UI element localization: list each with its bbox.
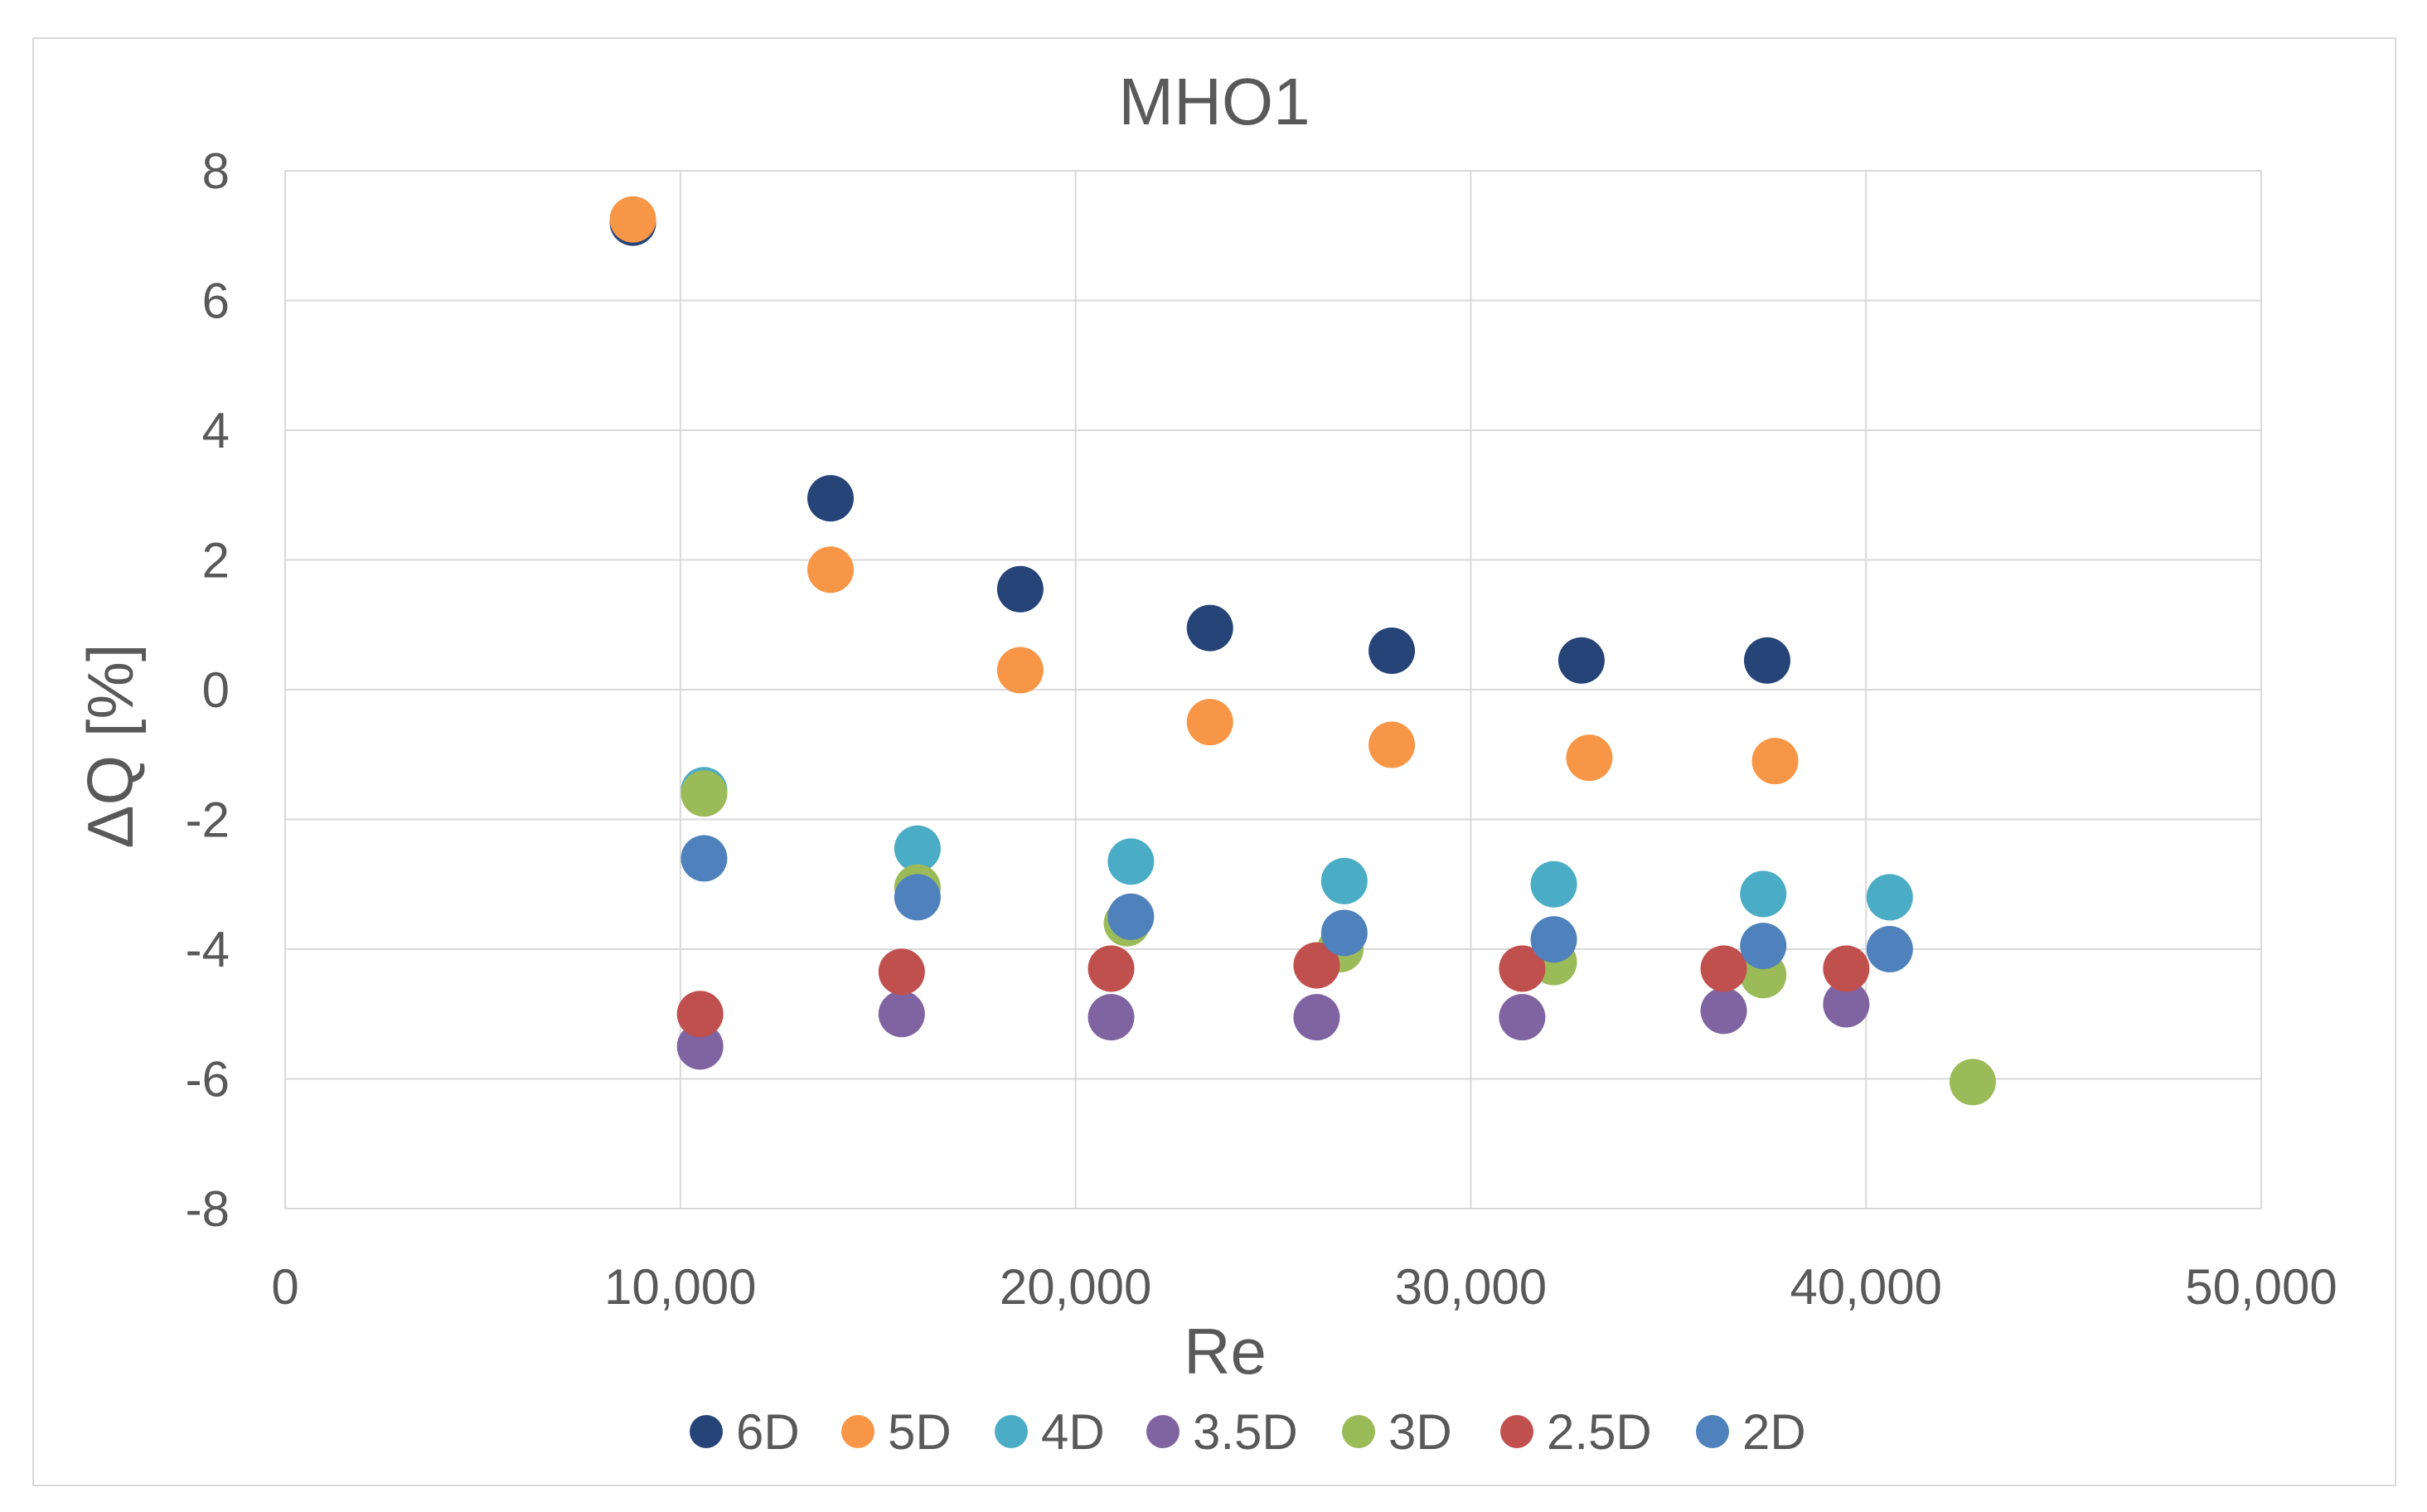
data-point <box>1320 909 1368 957</box>
data-point <box>609 196 656 243</box>
data-point <box>894 874 941 921</box>
data-point <box>681 835 728 882</box>
y-tick-label: -4 <box>186 922 230 977</box>
data-point <box>1949 1059 1996 1106</box>
x-axis-ticks: 0 10,000 20,000 30,000 40,000 50,000 <box>271 1259 2337 1315</box>
data-point <box>1744 637 1790 684</box>
data-point <box>1823 981 1870 1028</box>
legend-label: 3D <box>1388 1404 1452 1460</box>
data-point <box>1700 945 1747 992</box>
x-tick-label: 0 <box>271 1259 298 1315</box>
x-tick-label: 10,000 <box>604 1259 757 1315</box>
y-tick-label: 0 <box>202 662 230 718</box>
data-point <box>1186 699 1233 746</box>
legend-label: 4D <box>1041 1404 1105 1460</box>
legend-marker <box>841 1415 874 1448</box>
data-point <box>1740 923 1787 970</box>
data-points <box>609 196 1996 1106</box>
data-point <box>1557 637 1605 684</box>
data-point <box>894 825 941 872</box>
data-point <box>1700 987 1747 1035</box>
series-2D <box>681 835 1913 972</box>
y-tick-label: -6 <box>186 1052 230 1107</box>
data-point <box>878 948 925 996</box>
legend-label: 2D <box>1742 1404 1806 1460</box>
data-point <box>1293 994 1340 1041</box>
data-point <box>676 991 724 1038</box>
data-point <box>1320 857 1368 904</box>
y-tick-label: 2 <box>202 533 230 589</box>
data-point <box>1369 628 1416 675</box>
y-tick-label: 8 <box>202 143 230 199</box>
data-point <box>1369 721 1416 768</box>
y-tick-label: -8 <box>186 1181 230 1237</box>
y-tick-label: 4 <box>202 403 230 458</box>
series-6D <box>609 199 1790 684</box>
data-point <box>1499 945 1546 992</box>
data-point <box>676 1023 724 1070</box>
legend-item: 4D <box>995 1404 1105 1460</box>
data-point <box>1088 994 1135 1041</box>
legend-marker <box>1146 1415 1180 1448</box>
series-4D <box>681 767 1913 921</box>
chart-title: MHO1 <box>1118 65 1310 138</box>
data-point <box>1186 604 1233 652</box>
data-point <box>807 546 854 594</box>
legend-item: 6D <box>690 1404 800 1460</box>
y-axis-ticks: -8 -6 -4 -2 0 2 4 6 8 <box>186 143 230 1237</box>
legend-marker <box>1500 1415 1533 1448</box>
data-point <box>1866 926 1913 972</box>
x-tick-label: 30,000 <box>1395 1259 1548 1315</box>
data-point <box>1740 870 1787 918</box>
data-point <box>807 475 854 522</box>
data-point <box>996 565 1044 613</box>
data-point <box>1530 916 1577 963</box>
legend-item: 5D <box>841 1404 952 1460</box>
data-point <box>1751 738 1799 785</box>
legend-label: 3.5D <box>1193 1404 1298 1460</box>
legend-marker <box>690 1415 723 1448</box>
data-point <box>1530 860 1577 908</box>
data-point <box>1566 734 1613 782</box>
x-tick-label: 40,000 <box>1790 1259 1942 1315</box>
data-point <box>1499 994 1546 1041</box>
data-point <box>1823 945 1870 992</box>
data-point <box>996 647 1044 694</box>
data-point <box>1088 945 1135 992</box>
series-3-5D <box>676 981 1870 1070</box>
legend-item: 2D <box>1696 1404 1806 1460</box>
data-point <box>1107 893 1155 940</box>
legend-item: 3.5D <box>1146 1404 1298 1460</box>
y-tick-label: 6 <box>202 274 230 329</box>
legend-item: 3D <box>1342 1404 1452 1460</box>
data-point <box>1107 838 1155 885</box>
legend-marker <box>1696 1415 1729 1448</box>
series-5D <box>609 196 1799 785</box>
x-axis-label: Re <box>1184 1315 1267 1388</box>
y-tick-label: -2 <box>186 792 230 848</box>
data-point <box>1293 942 1340 989</box>
chart-frame <box>32 37 2396 1486</box>
x-tick-label: 50,000 <box>2185 1259 2337 1315</box>
y-axis-label: ΔQ [%] <box>74 643 147 848</box>
legend-item: 2.5D <box>1500 1404 1652 1460</box>
legend-label: 2.5D <box>1547 1404 1652 1460</box>
data-point <box>1866 874 1913 921</box>
grid-lines <box>284 170 2262 1209</box>
legend-label: 6D <box>736 1404 800 1460</box>
legend-marker <box>1342 1415 1375 1448</box>
data-point <box>681 770 728 817</box>
x-tick-label: 20,000 <box>1000 1259 1152 1315</box>
series-2-5D <box>676 942 1870 1038</box>
legend-marker <box>995 1415 1028 1448</box>
legend-label: 5D <box>888 1404 952 1460</box>
data-point <box>878 991 925 1038</box>
legend: 6D 5D 4D 3.5D 3D 2.5D 2D <box>690 1404 1806 1460</box>
